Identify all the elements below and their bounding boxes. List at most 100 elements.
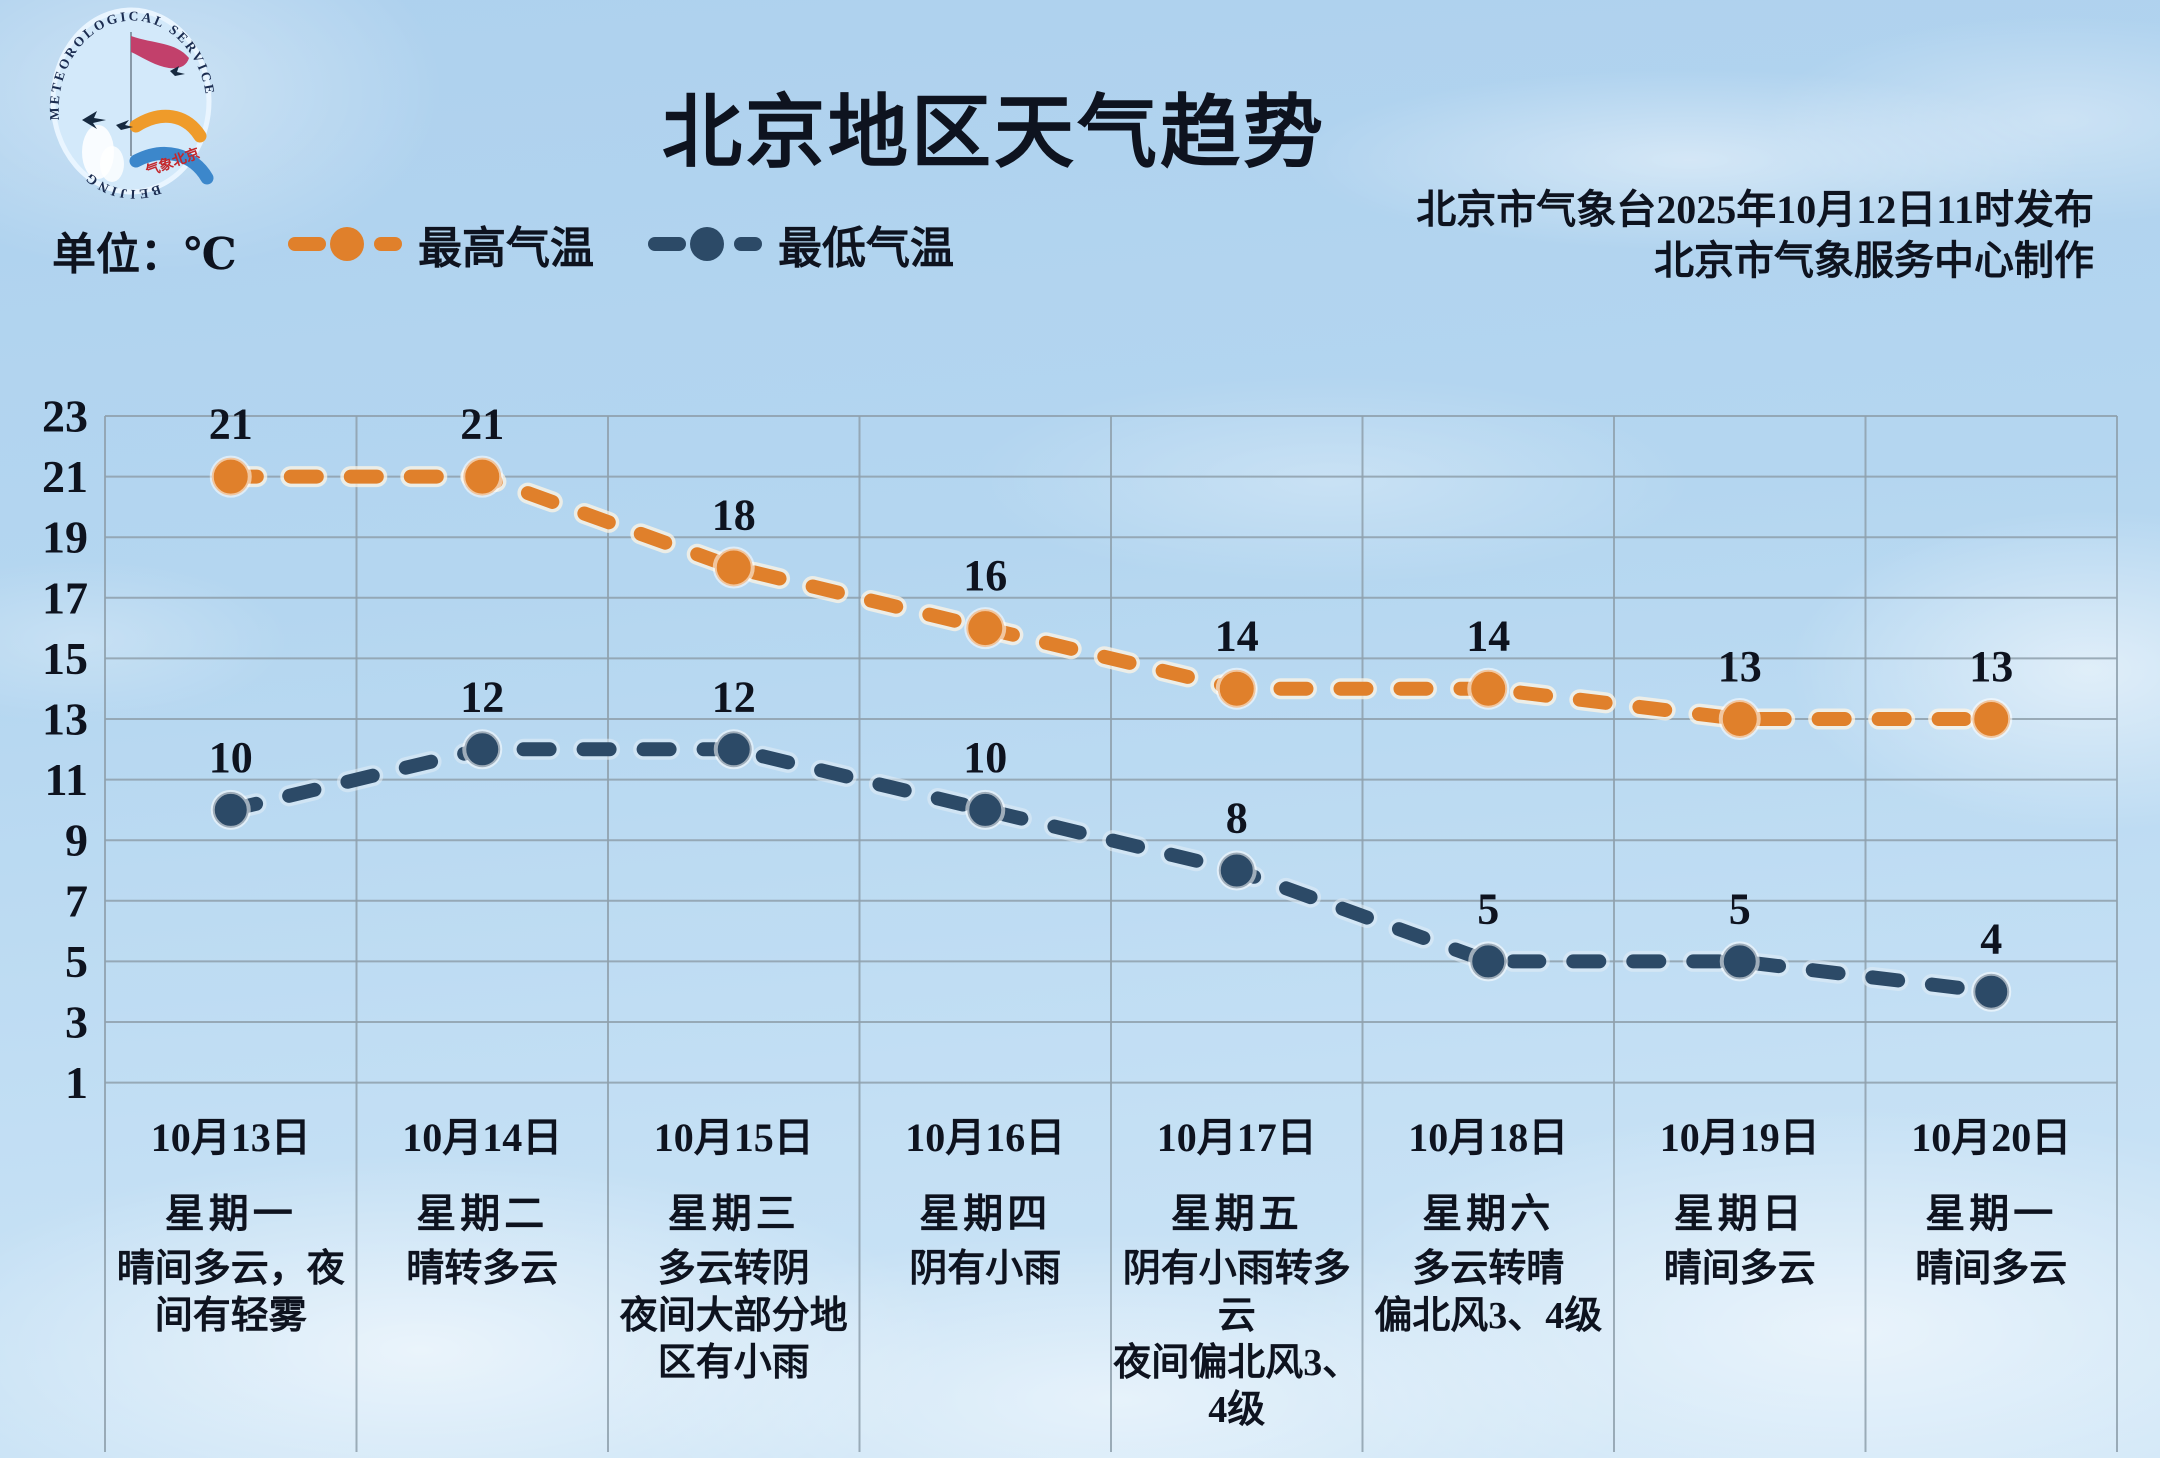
legend-item-max-temp: 最高气温 (286, 212, 594, 276)
date-label: 10月15日 (653, 1115, 814, 1160)
logo-blue-swoosh (129, 147, 214, 185)
max-temp-line-marker-icon (288, 227, 402, 261)
min-temp-point (1719, 941, 1760, 982)
unit-label: 单位：℃ (52, 230, 237, 279)
min-temp-point (1216, 850, 1257, 891)
weather-label: 多云转阴 夜间大部分地 区有小雨 (619, 1248, 848, 1384)
day-column: 10月19日 星期日晴间多云 (1614, 1086, 1866, 1458)
weekday-label: 星期六 (1422, 1191, 1555, 1236)
legend-dash (288, 237, 326, 251)
min-temp-value-label: 8 (1226, 794, 1248, 843)
source-info: 北京市气象台2025年10月12日11时发布 北京市气象服务中心制作 (1416, 184, 2094, 286)
min-temp-value-label: 10 (209, 733, 253, 782)
min-temp-point (1971, 971, 2012, 1012)
logo-bird-icon (116, 120, 133, 130)
day-column: 10月15日 星期三多云转阴 夜间大部分地 区有小雨 (608, 1086, 860, 1458)
min-temp-line-marker-icon (648, 227, 762, 261)
y-axis-tick-label: 15 (42, 633, 88, 684)
legend-dot (330, 227, 364, 261)
source-line-2: 北京市气象服务中心制作 (1654, 238, 2094, 283)
min-temp-point (1468, 941, 1509, 982)
max-temp-point (1215, 667, 1258, 710)
beijing-meteorological-service-logo: METEOROLOGICAL SERVICE BEIJING 气象北京 (47, 7, 215, 199)
min-temp-value-label: 12 (712, 672, 756, 721)
day-column: 10月16日 星期四 阴有小雨 (860, 1086, 1112, 1458)
min-temp-point (965, 789, 1006, 830)
max-temp-value-label: 16 (963, 551, 1007, 600)
y-axis-tick-label: 1 (65, 1057, 88, 1108)
max-temp-point (712, 546, 755, 589)
weather-label: 阴有小雨 (909, 1248, 1062, 1290)
max-temp-value-label: 13 (1969, 642, 2013, 691)
max-temp-line (223, 469, 1999, 726)
y-axis-tick-label: 5 (65, 936, 88, 987)
logo-bird-icon (82, 111, 106, 129)
max-temp-value-label: 13 (1718, 642, 1762, 691)
date-label: 10月13日 (150, 1115, 311, 1160)
max-temp-value-label: 18 (712, 491, 756, 540)
day-column: 10月20日 星期一 晴间多云 (1866, 1086, 2118, 1458)
max-temp-value-label: 14 (1215, 612, 1259, 661)
date-label: 10月16日 (905, 1115, 1066, 1160)
max-temp-value-label: 14 (1466, 612, 1510, 661)
y-axis-tick-label: 3 (65, 997, 88, 1048)
logo-cloud (100, 146, 124, 182)
legend: 最高气温 最低气温 (286, 212, 954, 276)
weather-label: 晴间多云 (1663, 1248, 1816, 1290)
legend-label-max-temp: 最高气温 (418, 224, 594, 273)
day-column: 10月17日 星期五阴有小雨转多 云 夜间偏北风3、 4级 (1111, 1086, 1363, 1458)
y-axis-tick-label: 23 (42, 391, 88, 442)
min-temp-value-label: 5 (1477, 884, 1499, 933)
y-axis-tick-label: 9 (65, 815, 88, 866)
weekday-label: 星期二 (416, 1191, 549, 1236)
min-temp-value-label: 10 (963, 733, 1007, 782)
min-temp-value-label: 4 (1980, 915, 2002, 964)
date-label: 10月20日 (1911, 1115, 2072, 1160)
date-label: 10月14日 (402, 1115, 563, 1160)
max-temp-point (461, 455, 504, 498)
y-axis-tick-label: 7 (65, 875, 88, 926)
weather-label: 晴转多云 (406, 1248, 559, 1290)
y-axis-tick-label: 17 (42, 572, 88, 623)
max-temp-point (1467, 667, 1510, 710)
legend-dash (374, 237, 402, 251)
weekday-label: 星期一 (1925, 1191, 2058, 1236)
date-label: 10月19日 (1659, 1115, 1820, 1160)
min-temp-point (713, 729, 754, 770)
date-label: 10月17日 (1156, 1115, 1317, 1160)
max-temp-point (209, 455, 252, 498)
max-temp-value-label: 21 (460, 400, 504, 449)
max-temp-value-label: 21 (209, 400, 253, 449)
weather-label: 阴有小雨转多 云 夜间偏北风3、 4级 (1113, 1248, 1361, 1431)
logo-bird-icon (170, 66, 185, 76)
y-axis-tick-label: 19 (42, 512, 88, 563)
min-temp-value-label: 5 (1729, 884, 1751, 933)
min-temp-value-label: 12 (460, 672, 504, 721)
weather-label: 多云转晴 偏北风3、4级 (1374, 1248, 1603, 1337)
max-temp-point (1970, 698, 2013, 740)
y-axis-tick-label: 11 (45, 754, 88, 805)
date-label: 10月18日 (1408, 1115, 1569, 1160)
weekday-label: 星期三 (667, 1191, 800, 1236)
page-title: 北京地区天气趋势 (662, 89, 1326, 178)
weekday-label: 星期一 (164, 1191, 297, 1236)
legend-label-min-temp: 最低气温 (778, 224, 954, 273)
weekday-label: 星期日 (1673, 1191, 1806, 1236)
weekday-label: 星期五 (1170, 1191, 1303, 1236)
source-line-1: 北京市气象台2025年10月12日11时发布 (1416, 187, 2094, 232)
day-column: 10月18日 星期六多云转晴 偏北风3、4级 (1363, 1086, 1615, 1458)
y-axis-tick-label: 13 (42, 694, 88, 745)
logo-red-ribbon (131, 36, 189, 69)
max-temp-point (1718, 698, 1761, 740)
weather-label: 晴间多云，夜 间有轻雾 (116, 1248, 345, 1337)
y-axis-tick-label: 21 (42, 451, 88, 502)
legend-item-min-temp: 最低气温 (646, 212, 954, 276)
max-temp-point (964, 607, 1007, 650)
legend-dot (690, 227, 724, 261)
legend-dash (648, 237, 686, 251)
min-temp-point (210, 789, 251, 830)
day-column: 10月14日 星期二晴转多云 (357, 1086, 609, 1458)
day-column: 10月13日 星期一晴间多云，夜 间有轻雾 (105, 1086, 357, 1458)
legend-dash (734, 237, 762, 251)
